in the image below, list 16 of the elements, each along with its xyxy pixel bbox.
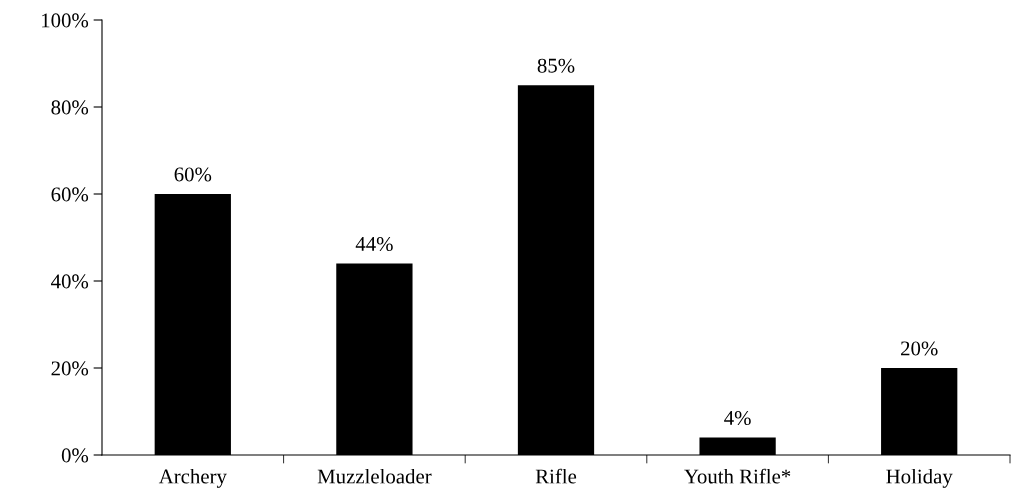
y-tick-label: 20% xyxy=(51,361,89,376)
data-label: 4% xyxy=(724,410,751,426)
x-tick-label: Rifle xyxy=(535,468,577,484)
data-label: 60% xyxy=(174,167,212,182)
x-tick-label: Archery xyxy=(158,468,227,488)
y-tick-label: 100% xyxy=(42,13,89,28)
y-tick-label: 60% xyxy=(51,187,89,202)
y-tick-label: 40% xyxy=(51,274,89,289)
data-label: 20% xyxy=(901,341,938,356)
x-tick-label: Holiday xyxy=(886,468,953,488)
y-tick-label: 0% xyxy=(61,448,89,463)
x-tick-label: Muzzleloader xyxy=(317,468,432,484)
x-tick-label: Youth Rifle* xyxy=(684,468,791,484)
data-label: 85% xyxy=(537,58,575,73)
data-label: 44% xyxy=(355,236,393,252)
y-tick-label: 80% xyxy=(51,100,89,115)
